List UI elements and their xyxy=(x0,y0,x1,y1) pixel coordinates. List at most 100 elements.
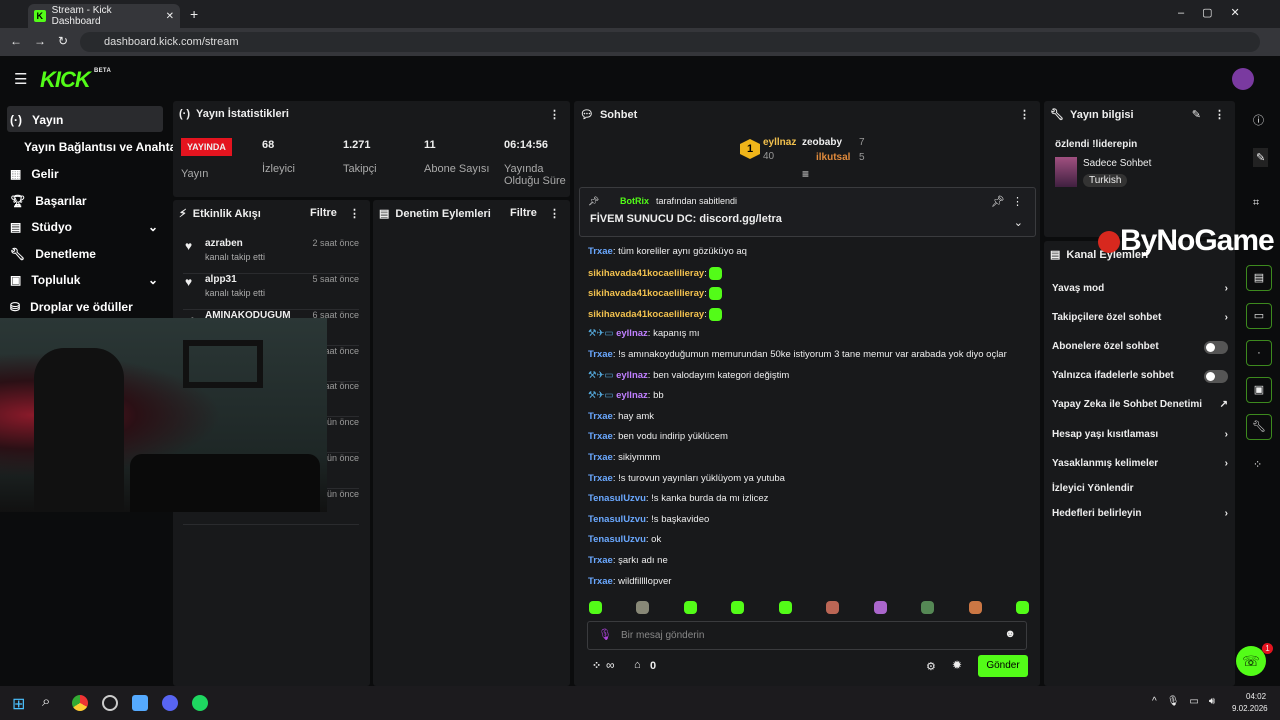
edit-icon[interactable]: ✎ xyxy=(1191,109,1201,121)
search-icon[interactable]: ⌕ xyxy=(42,693,51,710)
url-input[interactable]: dashboard.kick.com/stream xyxy=(80,32,1260,52)
sidebar-item-denetleme[interactable]: 🔧︎ Denetleme xyxy=(10,247,96,261)
points-icon[interactable]: ⁘ xyxy=(1253,459,1263,471)
browser-tab[interactable]: K Stream - Kick Dashboard ✕ xyxy=(28,4,180,28)
tray-icons[interactable]: ^🎙︎▭🔊︎ xyxy=(1152,696,1226,707)
emote[interactable] xyxy=(921,601,935,614)
emote[interactable] xyxy=(1015,601,1029,614)
event-user[interactable]: alpp31 xyxy=(205,274,237,285)
chat-username[interactable]: Trxae xyxy=(588,452,613,463)
windows-start-icon[interactable]: ⊞ xyxy=(12,696,26,713)
category-name[interactable]: Sadece Sohbet xyxy=(1083,158,1152,169)
sidebar-item-yayin[interactable]: (·) Yayın xyxy=(10,113,63,127)
subs-only-toggle[interactable] xyxy=(1204,341,1228,354)
edit-icon[interactable]: ✎ xyxy=(1253,148,1269,167)
sidebar-item-gelir[interactable]: ▦ Gelir xyxy=(10,167,59,181)
action-slow-mode[interactable]: Yavaş mod › xyxy=(1052,283,1228,294)
sidebar-item-basarilar[interactable]: 🏆︎ Başarılar xyxy=(10,194,87,208)
discord-icon[interactable] xyxy=(162,695,178,711)
emote[interactable] xyxy=(778,601,792,614)
channel-points-icon[interactable]: ⁘ xyxy=(592,660,602,672)
pinned-by[interactable]: BotRix xyxy=(620,196,649,206)
mic-icon[interactable]: 🎙︎ xyxy=(598,629,612,641)
leader-name[interactable]: ilkutsal xyxy=(816,152,851,163)
sidebar-item-topluluk[interactable]: ▣ Topluluk ⌄ xyxy=(10,273,158,287)
unpin-icon[interactable]: 📌︎ xyxy=(991,196,1005,208)
chat-username[interactable]: eyllnaz xyxy=(616,328,648,340)
kick-logo[interactable]: KICK xyxy=(40,67,91,92)
more-icon[interactable]: ⋮ xyxy=(1012,196,1023,208)
notes-icon[interactable]: ▤ xyxy=(1246,265,1272,291)
emote[interactable] xyxy=(826,601,840,614)
new-tab-button[interactable]: + xyxy=(190,6,199,22)
close-tab-icon[interactable]: ✕ xyxy=(165,10,174,22)
action-raid[interactable]: İzleyici Yönlendir xyxy=(1052,483,1228,494)
event-user[interactable]: AMINAKODUGUM xyxy=(205,310,291,321)
action-followers-only[interactable]: Takipçilere özel sohbet › xyxy=(1052,312,1228,323)
emote[interactable] xyxy=(968,601,982,614)
chat-username[interactable]: Trxae xyxy=(588,472,613,484)
sidebar-item-studyo[interactable]: ▤ Stüdyo ⌄ xyxy=(10,220,158,234)
chat-username[interactable]: Trxae xyxy=(588,349,613,360)
filter-button[interactable]: Filtre xyxy=(310,207,337,219)
more-icon[interactable]: ⋮ xyxy=(1019,109,1030,121)
chevron-down-icon[interactable]: ⌄ xyxy=(1013,217,1023,229)
store-icon[interactable]: ⌂ xyxy=(634,659,641,671)
more-icon[interactable]: ⋮ xyxy=(349,208,360,220)
send-button[interactable]: Gönder xyxy=(978,655,1028,677)
emote[interactable] xyxy=(683,601,697,614)
chat-username[interactable]: Trxae xyxy=(588,410,613,422)
chat-username[interactable]: sikihavada41kocaelilieray xyxy=(588,267,705,279)
more-icon[interactable]: ⋮ xyxy=(1214,109,1225,121)
emote[interactable] xyxy=(589,601,602,614)
chat-username[interactable]: TenasulUzvu xyxy=(588,493,646,505)
chat-username[interactable]: Trxae xyxy=(588,555,613,566)
window-controls[interactable]: –▢✕ xyxy=(1178,7,1258,19)
avatar[interactable] xyxy=(1232,68,1254,90)
emoji-icon[interactable]: ☻ xyxy=(1004,628,1016,640)
settings-icon[interactable]: ⚙ xyxy=(926,661,936,673)
chat-username[interactable]: sikihavada41kocaelilieray xyxy=(588,308,705,320)
action-account-age[interactable]: Hesap yaşı kısıtlaması › xyxy=(1052,429,1228,440)
chat-username[interactable]: TenasulUzvu xyxy=(588,534,646,546)
chat-username[interactable]: Trxae xyxy=(588,575,613,587)
emote[interactable] xyxy=(873,601,887,614)
chat-input[interactable]: 🎙︎ Bir mesaj gönderin ☻ xyxy=(587,621,1027,650)
chat-icon[interactable]: ▭ xyxy=(1246,303,1272,329)
app-icon[interactable] xyxy=(132,695,148,711)
help-button[interactable]: ☏ xyxy=(1236,646,1266,676)
more-icon[interactable]: ⋮ xyxy=(549,109,560,121)
chat-username[interactable]: eyllnaz xyxy=(616,390,648,402)
broadcast-icon[interactable]: · xyxy=(1246,340,1272,366)
wrench-icon[interactable]: 🔧︎ xyxy=(1246,414,1272,440)
emote[interactable] xyxy=(636,601,650,614)
spotify-icon[interactable] xyxy=(192,695,208,711)
chat-username[interactable]: eyllnaz xyxy=(616,369,648,381)
collapse-leaderboard-icon[interactable]: ≡ xyxy=(802,167,810,181)
action-banned-words[interactable]: Yasaklanmış kelimeler › xyxy=(1052,458,1228,469)
chat-username[interactable]: sikihavada41kocaelilieray xyxy=(588,288,705,300)
emote-only-toggle[interactable] xyxy=(1204,370,1228,383)
chat-username[interactable]: Trxae xyxy=(588,246,613,257)
more-icon[interactable]: ⋮ xyxy=(549,208,560,220)
app-icon[interactable] xyxy=(102,695,118,711)
leader-name[interactable]: eyllnaz xyxy=(763,137,797,148)
filter-button[interactable]: Filtre xyxy=(510,207,537,219)
emote[interactable] xyxy=(731,601,745,614)
chrome-icon[interactable] xyxy=(72,695,88,711)
kick-bot-icon[interactable]: ✹ xyxy=(952,658,963,672)
sidebar-item-stream-key[interactable]: Yayın Bağlantısı ve Anahtarı xyxy=(24,140,184,154)
menu-icon[interactable]: ☰ xyxy=(14,71,28,88)
info-icon[interactable]: ⓘ xyxy=(1253,115,1264,127)
chat-username[interactable]: Trxae xyxy=(588,431,613,443)
leader-name[interactable]: zeobaby xyxy=(802,137,843,148)
nav-buttons[interactable]: ←→↻ xyxy=(10,34,81,48)
category-thumbnail[interactable] xyxy=(1055,157,1077,187)
action-ai-moderation[interactable]: Yapay Zeka ile Sohbet Denetimi ↗ xyxy=(1052,399,1228,410)
actions-icon[interactable]: ▣ xyxy=(1246,377,1272,403)
event-user[interactable]: azraben xyxy=(205,238,243,249)
action-goals[interactable]: Hedefleri belirleyin › xyxy=(1052,508,1228,519)
focus-icon[interactable]: ⌗ xyxy=(1253,197,1260,209)
sidebar-item-droplar[interactable]: ⛁ Droplar ve ödüller xyxy=(10,300,133,314)
chat-username[interactable]: TenasulUzvu xyxy=(588,513,646,525)
